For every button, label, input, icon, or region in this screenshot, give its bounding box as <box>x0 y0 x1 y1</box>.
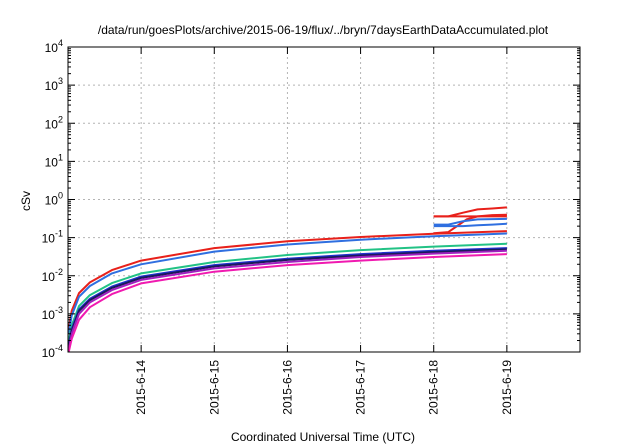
series-line-10 <box>433 213 507 235</box>
y-tick-label: 10-1 <box>42 229 63 246</box>
grid <box>68 47 580 352</box>
x-axis-label: Coordinated Universal Time (UTC) <box>231 430 415 444</box>
series-group <box>67 206 507 353</box>
chart-title: /data/run/goesPlots/archive/2015-06-19/f… <box>98 23 549 37</box>
x-tick-label: 2015-6-15 <box>207 360 221 415</box>
series-line-12 <box>433 222 507 228</box>
series-line-7 <box>67 253 507 353</box>
series-line-11 <box>433 217 507 226</box>
y-tick-label: 10-4 <box>42 343 63 360</box>
y-axis-label: cSv <box>19 191 33 211</box>
y-tick-label: 103 <box>45 76 63 93</box>
series-line-9 <box>433 206 507 218</box>
x-tick-label: 2015-6-16 <box>280 360 294 415</box>
y-tick-label: 100 <box>45 191 63 208</box>
series-line-2 <box>67 232 507 334</box>
x-tick-label: 2015-6-17 <box>354 360 368 415</box>
y-tick-label: 104 <box>45 38 63 55</box>
y-tick-label: 10-2 <box>42 267 63 284</box>
y-tick-label: 102 <box>45 114 63 131</box>
y-tick-label: 10-3 <box>42 305 63 322</box>
y-tick-label: 101 <box>45 152 63 169</box>
series-line-5 <box>67 248 507 348</box>
series-line-6 <box>67 249 507 351</box>
series-line-1 <box>67 230 507 330</box>
x-tick-label: 2015-6-14 <box>134 360 148 415</box>
axis-ticks: 10-4 10-3 10-2 10-1 100 101 102 103 104 2015-6-14… <box>42 38 580 415</box>
series-line-3 <box>67 242 507 341</box>
x-tick-label: 2015-6-18 <box>427 360 441 415</box>
x-tick-label: 2015-6-19 <box>500 360 514 415</box>
